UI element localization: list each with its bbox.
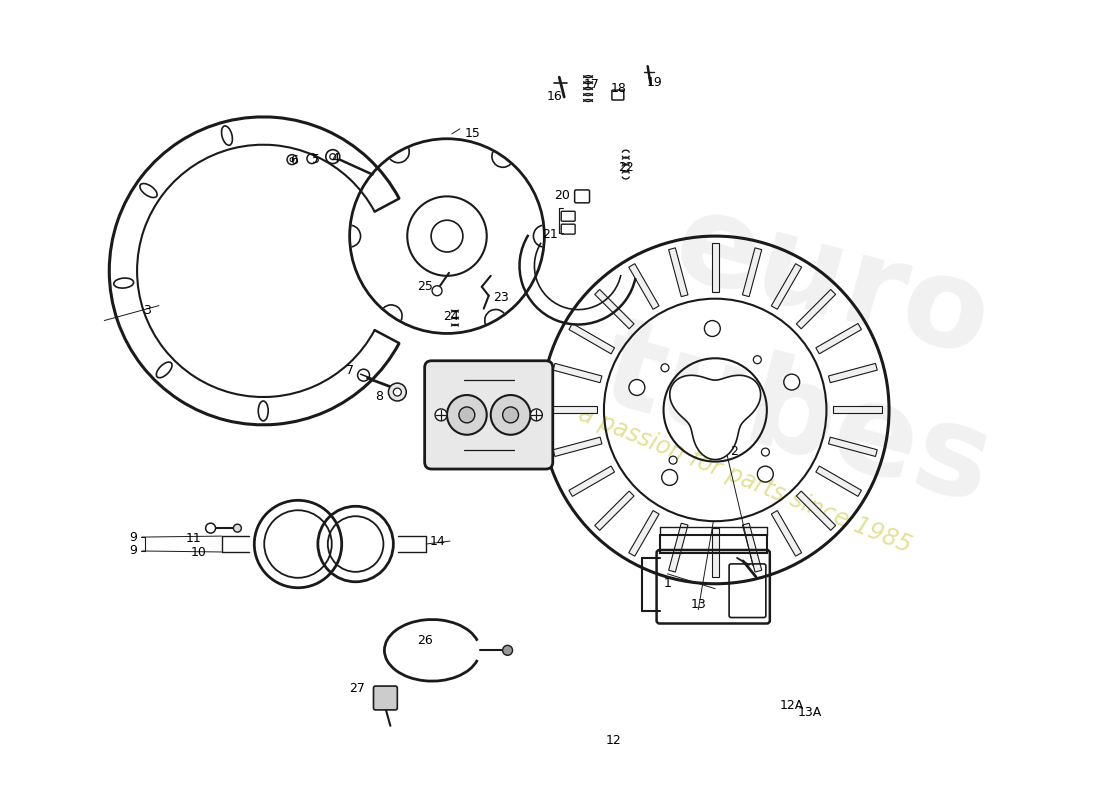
Circle shape bbox=[669, 456, 676, 464]
Bar bbox=[742, 523, 761, 572]
Circle shape bbox=[233, 524, 241, 532]
Text: 21: 21 bbox=[542, 228, 558, 241]
Bar bbox=[669, 248, 688, 297]
Bar bbox=[660, 535, 767, 553]
Text: 2: 2 bbox=[730, 445, 738, 458]
Text: 24: 24 bbox=[443, 310, 459, 323]
Text: 26: 26 bbox=[417, 634, 433, 647]
Bar bbox=[553, 363, 602, 382]
Bar bbox=[712, 528, 718, 577]
FancyBboxPatch shape bbox=[374, 686, 397, 710]
Bar bbox=[828, 363, 878, 382]
Circle shape bbox=[459, 407, 475, 423]
Circle shape bbox=[394, 388, 402, 396]
Bar bbox=[712, 243, 718, 292]
Circle shape bbox=[530, 409, 542, 421]
Circle shape bbox=[784, 374, 800, 390]
Text: a passion for parts since 1985: a passion for parts since 1985 bbox=[575, 402, 915, 558]
Text: 13: 13 bbox=[691, 598, 706, 611]
Text: 19: 19 bbox=[647, 76, 662, 89]
Circle shape bbox=[491, 395, 530, 434]
Bar bbox=[629, 264, 659, 310]
Text: 18: 18 bbox=[610, 82, 627, 94]
Text: 12: 12 bbox=[606, 734, 621, 747]
Text: 20: 20 bbox=[554, 189, 570, 202]
FancyBboxPatch shape bbox=[425, 361, 553, 469]
Bar bbox=[834, 406, 882, 414]
Text: 9: 9 bbox=[129, 545, 138, 558]
Circle shape bbox=[629, 379, 645, 395]
Text: 5: 5 bbox=[312, 153, 320, 166]
Text: 27: 27 bbox=[349, 682, 364, 694]
Bar bbox=[569, 466, 615, 496]
Bar bbox=[816, 323, 861, 354]
Bar bbox=[629, 510, 659, 556]
Circle shape bbox=[436, 409, 447, 421]
Circle shape bbox=[758, 466, 773, 482]
Bar bbox=[548, 406, 597, 414]
Bar bbox=[796, 491, 836, 530]
Circle shape bbox=[754, 356, 761, 364]
Text: 3: 3 bbox=[143, 304, 151, 317]
Bar bbox=[669, 523, 688, 572]
Circle shape bbox=[388, 383, 406, 401]
Circle shape bbox=[761, 448, 769, 456]
Bar bbox=[828, 437, 878, 457]
Text: 22: 22 bbox=[618, 161, 634, 174]
Text: 4: 4 bbox=[332, 152, 340, 165]
Bar bbox=[796, 290, 836, 329]
Text: euro
tubes: euro tubes bbox=[588, 173, 1041, 528]
Text: 23: 23 bbox=[493, 291, 508, 304]
Circle shape bbox=[661, 364, 669, 372]
Text: 17: 17 bbox=[584, 78, 600, 90]
Text: 10: 10 bbox=[190, 546, 207, 559]
Bar bbox=[771, 264, 802, 310]
Text: 25: 25 bbox=[417, 280, 433, 294]
Bar bbox=[595, 491, 634, 530]
Circle shape bbox=[503, 407, 518, 423]
Text: 8: 8 bbox=[375, 390, 384, 402]
Polygon shape bbox=[670, 375, 760, 459]
Bar bbox=[771, 510, 802, 556]
Circle shape bbox=[662, 470, 678, 486]
Circle shape bbox=[447, 395, 486, 434]
Bar bbox=[742, 248, 761, 297]
Text: 13A: 13A bbox=[798, 706, 822, 719]
Bar bbox=[595, 290, 634, 329]
Text: 14: 14 bbox=[429, 534, 446, 547]
Text: 12A: 12A bbox=[780, 699, 804, 713]
Circle shape bbox=[503, 646, 513, 655]
Text: 9: 9 bbox=[129, 530, 138, 543]
Text: 6: 6 bbox=[290, 154, 298, 167]
Circle shape bbox=[704, 321, 720, 337]
Text: 16: 16 bbox=[547, 90, 562, 102]
Text: 15: 15 bbox=[465, 127, 481, 140]
Text: 7: 7 bbox=[345, 364, 354, 377]
Text: 1: 1 bbox=[663, 578, 671, 590]
Bar bbox=[816, 466, 861, 496]
Bar bbox=[553, 437, 602, 457]
Text: 11: 11 bbox=[186, 531, 201, 545]
Bar bbox=[569, 323, 615, 354]
